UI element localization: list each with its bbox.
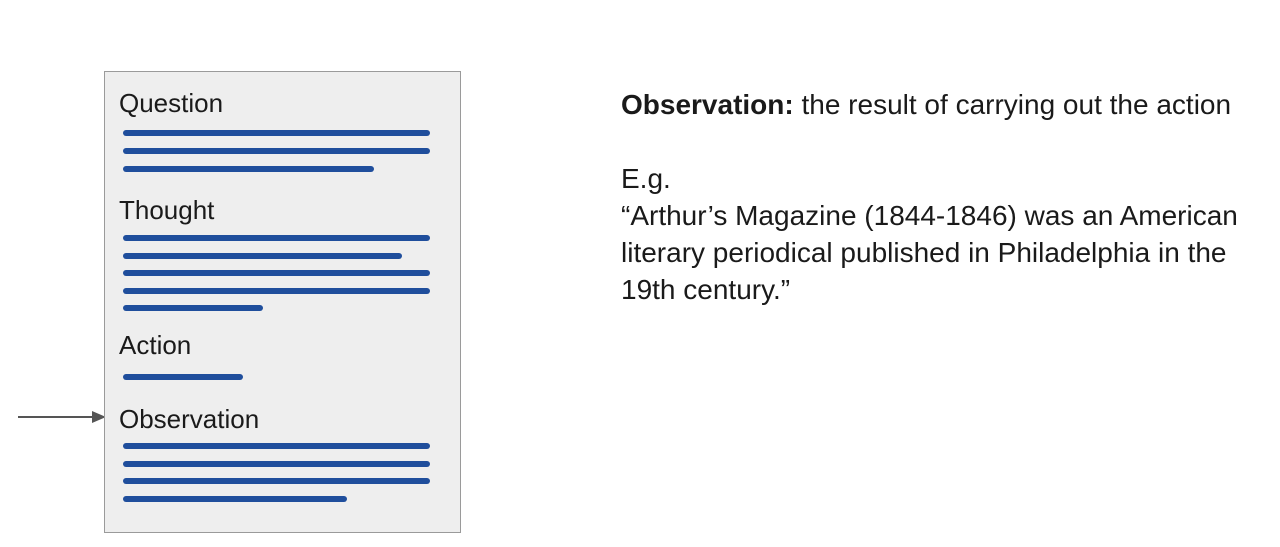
example-quote: “Arthur’s Magazine (1844-1846) was an Am… [621,200,1238,305]
text-line [123,288,430,294]
example-prefix: E.g. [621,163,671,194]
explanation-text: Observation: the result of carrying out … [621,86,1261,308]
example-block: E.g. “Arthur’s Magazine (1844-1846) was … [621,160,1261,308]
text-line [123,305,263,311]
text-line [123,253,402,259]
section-label-action: Action [119,330,192,360]
text-line [123,148,430,154]
definition-body: the result of carrying out the action [793,89,1232,120]
text-line [123,443,430,449]
section-label-thought: Thought [119,195,215,225]
section-label-observation: Observation [119,404,260,434]
text-line [123,374,243,380]
text-line [123,478,430,484]
text-line [123,235,430,241]
definition-term: Observation: [621,89,794,120]
text-line [123,130,430,136]
text-line [123,496,347,502]
text-line [123,166,374,172]
definition-paragraph: Observation: the result of carrying out … [621,86,1261,123]
text-line [123,461,430,467]
text-line [123,270,430,276]
arrow-head [92,411,106,423]
trajectory-panel: Question Thought Action Observation [104,71,461,533]
section-label-question: Question [119,88,224,118]
arrow-icon [18,411,106,423]
